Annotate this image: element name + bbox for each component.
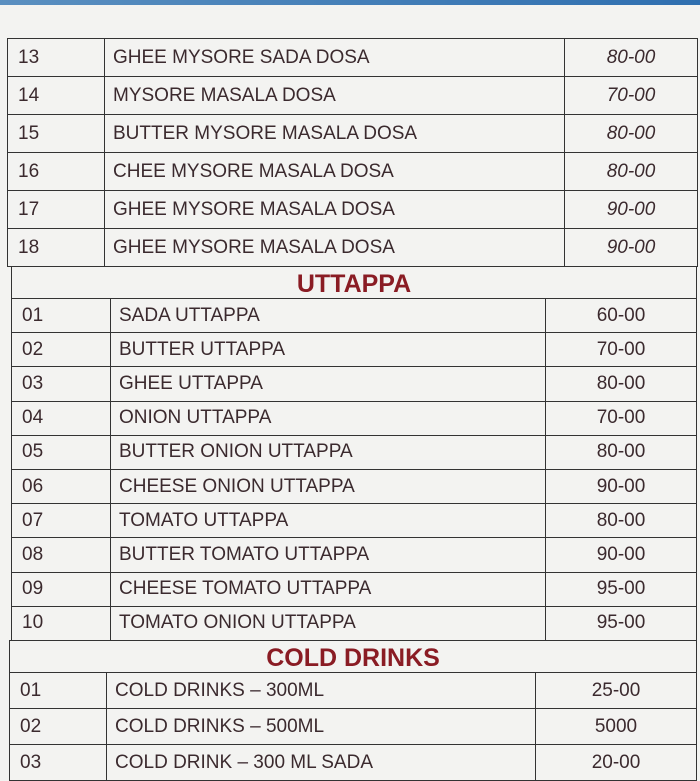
item-price: 80-00: [606, 122, 656, 144]
menu-row: 02 COLD DRINKS – 500ML 5000: [10, 709, 696, 745]
item-price: 80-00: [596, 441, 646, 463]
item-name: CHEESE TOMATO UTTAPPA: [111, 572, 546, 606]
menu-row: 09 CHEESE TOMATO UTTAPPA 95-00: [12, 572, 696, 607]
menu-row: 03 GHEE UTTAPPA 80-00: [12, 367, 696, 402]
item-number: 04: [12, 401, 111, 435]
menu-row: 03 COLD DRINK – 300 ML SADA 20-00: [10, 745, 696, 781]
item-name: CHEESE ONION UTTAPPA: [111, 469, 546, 504]
item-price: 70-00: [596, 407, 646, 429]
item-number: 02: [10, 709, 107, 744]
dosa-table: 13 GHEE MYSORE SADA DOSA 80-00 14 MYSORE MAS…: [7, 38, 698, 267]
item-name: SADA UTTAPPA: [111, 299, 546, 333]
item-price: 70-00: [596, 338, 646, 360]
item-number: 01: [10, 673, 107, 708]
item-number: 06: [12, 469, 111, 504]
item-name: COLD DRINKS – 300ML: [107, 673, 536, 708]
item-price: 90-00: [596, 543, 646, 565]
item-name: GHEE MYSORE MASALA DOSA: [105, 229, 565, 266]
item-name: MYSORE MASALA DOSA: [105, 77, 565, 114]
item-price: 70-00: [606, 84, 656, 106]
item-number: 10: [12, 606, 111, 640]
item-number: 15: [8, 115, 105, 152]
menu-row: 01 SADA UTTAPPA 60-00: [12, 299, 696, 334]
item-name: GHEE MYSORE MASALA DOSA: [105, 191, 565, 228]
menu-row: 15 BUTTER MYSORE MASALA DOSA 80-00: [8, 115, 697, 153]
menu-row: 13 GHEE MYSORE SADA DOSA 80-00: [8, 39, 697, 77]
uttappa-table: UTTAPPA 01 SADA UTTAPPA 60-00 02 BUTTER UTTA…: [11, 266, 697, 641]
item-number: 07: [12, 504, 111, 538]
item-name: BUTTER TOMATO UTTAPPA: [111, 538, 546, 572]
item-number: 18: [8, 229, 105, 266]
item-name: ONION UTTAPPA: [111, 401, 546, 435]
menu-row: 04 ONION UTTAPPA 70-00: [12, 401, 696, 436]
menu-row: 14 MYSORE MASALA DOSA 70-00: [8, 77, 697, 115]
item-number: 01: [12, 299, 111, 333]
item-number: 09: [12, 572, 111, 606]
item-price: 80-00: [606, 46, 656, 68]
item-name: BUTTER ONION UTTAPPA: [111, 435, 546, 469]
item-name: TOMATO UTTAPPA: [111, 504, 546, 538]
photo-top-edge: [0, 0, 700, 5]
item-price: 60-00: [596, 304, 646, 326]
menu-row: 05 BUTTER ONION UTTAPPA 80-00: [12, 435, 696, 470]
section-title-cold-drinks: COLD DRINKS: [10, 641, 696, 673]
menu-row: 06 CHEESE ONION UTTAPPA 90-00: [12, 469, 696, 505]
item-name: BUTTER UTTAPPA: [111, 333, 546, 367]
item-price: 80-00: [596, 372, 646, 394]
section-title-uttappa: UTTAPPA: [12, 267, 696, 299]
item-price: 90-00: [606, 198, 656, 220]
item-name: CHEE MYSORE MASALA DOSA: [105, 153, 565, 190]
item-number: 03: [10, 745, 107, 780]
menu-row: 01 COLD DRINKS – 300ML 25-00: [10, 673, 696, 709]
item-name: BUTTER MYSORE MASALA DOSA: [105, 115, 565, 152]
item-price: 20-00: [591, 751, 641, 773]
item-name: COLD DRINK – 300 ML SADA: [107, 745, 536, 780]
menu-row: 17 GHEE MYSORE MASALA DOSA 90-00: [8, 191, 697, 229]
item-name: COLD DRINKS – 500ML: [107, 709, 536, 744]
item-name: TOMATO ONION UTTAPPA: [111, 606, 546, 640]
menu-row: 10 TOMATO ONION UTTAPPA 95-00: [12, 606, 696, 641]
cold-drinks-table: COLD DRINKS 01 COLD DRINKS – 300ML 25-00 02…: [9, 640, 697, 781]
item-price: 90-00: [606, 236, 656, 258]
item-price: 80-00: [596, 509, 646, 531]
item-price: 80-00: [606, 160, 656, 182]
item-number: 17: [8, 191, 105, 228]
item-name: GHEE MYSORE SADA DOSA: [105, 39, 565, 76]
item-number: 05: [12, 435, 111, 469]
item-price: 95-00: [596, 578, 646, 600]
item-price: 95-00: [596, 612, 646, 634]
menu-row: 08 BUTTER TOMATO UTTAPPA 90-00: [12, 538, 696, 573]
menu-row: 16 CHEE MYSORE MASALA DOSA 80-00: [8, 153, 697, 191]
menu-row: 18 GHEE MYSORE MASALA DOSA 90-00: [8, 229, 697, 267]
item-price: 90-00: [596, 475, 646, 497]
item-price: 5000: [594, 715, 638, 737]
item-name: GHEE UTTAPPA: [111, 367, 546, 401]
item-number: 16: [8, 153, 105, 190]
menu-row: 07 TOMATO UTTAPPA 80-00: [12, 504, 696, 539]
item-number: 14: [8, 77, 105, 114]
item-price: 25-00: [591, 679, 641, 701]
item-number: 13: [8, 39, 105, 76]
menu-row: 02 BUTTER UTTAPPA 70-00: [12, 333, 696, 368]
item-number: 02: [12, 333, 111, 367]
item-number: 08: [12, 538, 111, 572]
item-number: 03: [12, 367, 111, 401]
